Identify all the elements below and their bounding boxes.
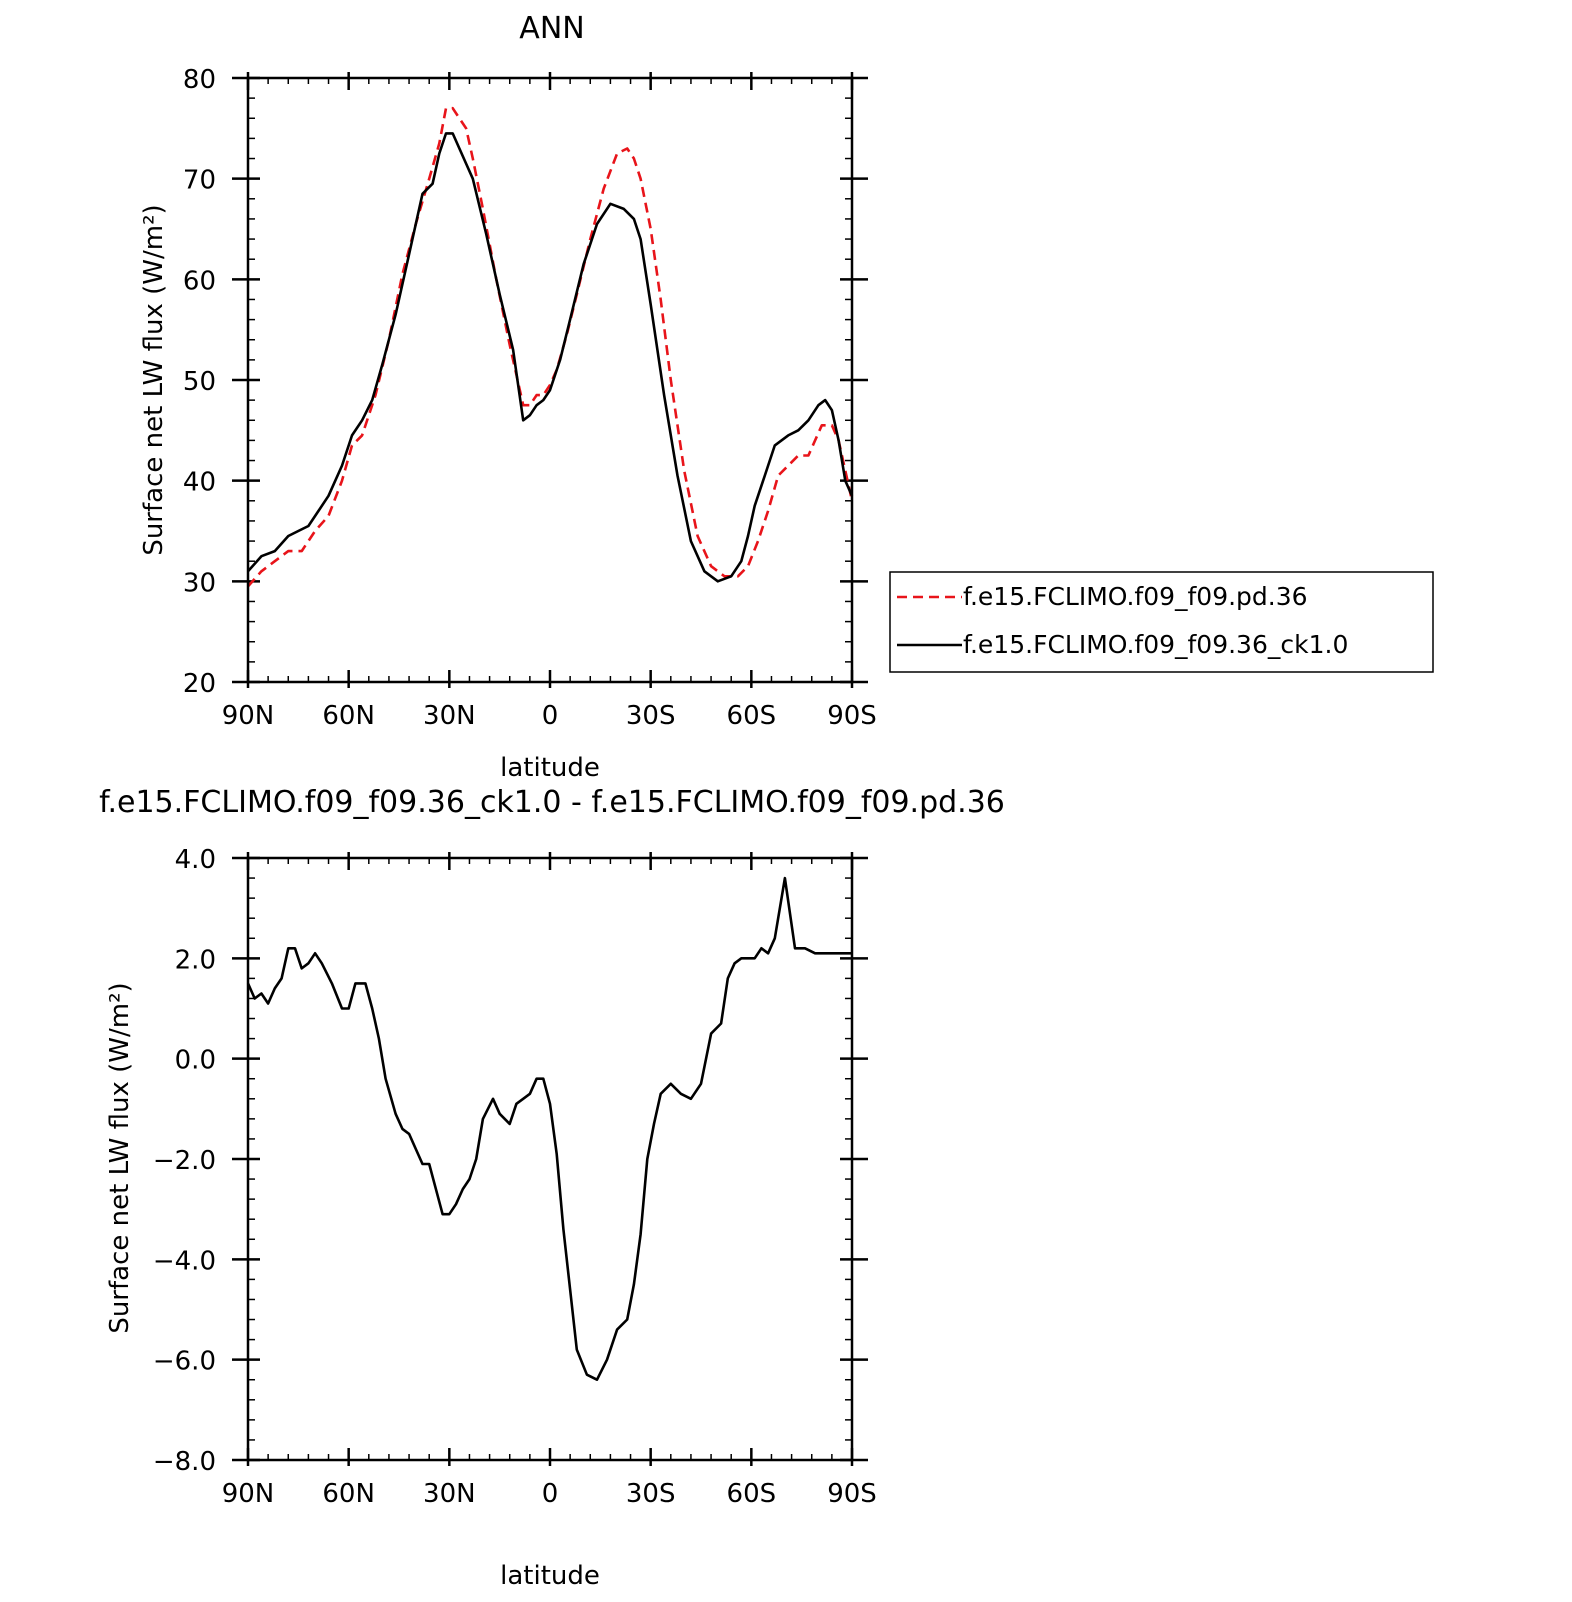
lower-y-tick-label: −2.0 bbox=[153, 1146, 216, 1176]
upper-series-line-1 bbox=[247, 132, 854, 583]
lower-y-tick-label: 4.0 bbox=[175, 845, 216, 875]
legend-label-ck10: f.e15.FCLIMO.f09_f09.36_ck1.0 bbox=[963, 630, 1348, 659]
upper-chart-title: ANN bbox=[519, 11, 584, 46]
lower-x-tick-label: 90S bbox=[827, 1479, 877, 1509]
upper-y-tick-label: 80 bbox=[183, 65, 216, 95]
upper-x-tick-label: 60N bbox=[322, 701, 375, 731]
upper-y-tick-label: 40 bbox=[183, 468, 216, 498]
lower-chart-frame bbox=[246, 856, 854, 1462]
lower-x-tick-label: 60N bbox=[322, 1479, 375, 1509]
upper-x-tick-label: 0 bbox=[542, 701, 559, 731]
lower-x-tick-label: 30N bbox=[423, 1479, 476, 1509]
upper-x-tick-label: 90N bbox=[222, 701, 275, 731]
lower-chart-x-axis-label: latitude bbox=[500, 1561, 600, 1591]
lower-y-tick-label: 2.0 bbox=[175, 945, 216, 975]
lower-y-tick-label: −4.0 bbox=[153, 1246, 216, 1276]
upper-chart-x-tick-labels: 90N 60N 30N 0 30S 60S 90S bbox=[222, 701, 877, 731]
upper-chart-ticks bbox=[232, 72, 868, 688]
lower-chart-title: f.e15.FCLIMO.f09_f09.36_ck1.0 - f.e15.FC… bbox=[99, 785, 1005, 820]
lower-y-tick-label: −8.0 bbox=[153, 1447, 216, 1477]
upper-series-line-0 bbox=[247, 106, 854, 588]
upper-y-tick-label: 50 bbox=[183, 367, 216, 397]
legend-label-pd36: f.e15.FCLIMO.f09_f09.pd.36 bbox=[963, 582, 1308, 611]
lower-x-tick-label: 90N bbox=[222, 1479, 275, 1509]
upper-y-tick-label: 70 bbox=[183, 166, 216, 196]
legend-box bbox=[889, 571, 1434, 673]
upper-y-tick-label: 20 bbox=[183, 669, 216, 699]
upper-chart-frame bbox=[246, 76, 854, 684]
upper-chart: ANN 90N 60N 30N 0 30S 60S 90S 20 30 40 50 60 70 80 l… bbox=[139, 11, 877, 783]
lower-series-line-0 bbox=[246, 876, 852, 1381]
upper-chart-y-tick-labels: 20 30 40 50 60 70 80 bbox=[183, 65, 216, 699]
upper-chart-series bbox=[247, 106, 854, 588]
lower-chart-y-axis-label: Surface net LW flux (W/m²) bbox=[105, 982, 135, 1333]
upper-y-tick-label: 60 bbox=[183, 266, 216, 296]
lower-chart-series bbox=[246, 876, 852, 1381]
legend: f.e15.FCLIMO.f09_f09.pd.36 f.e15.FCLIMO.… bbox=[889, 571, 1434, 673]
lower-x-tick-label: 30S bbox=[626, 1479, 676, 1509]
upper-chart-y-axis-label: Surface net LW flux (W/m²) bbox=[139, 204, 169, 555]
lower-chart-x-tick-labels: 90N 60N 30N 0 30S 60S 90S bbox=[222, 1479, 877, 1509]
lower-chart-y-tick-labels: −8.0 −6.0 −4.0 −2.0 0.0 2.0 4.0 bbox=[153, 845, 216, 1477]
upper-x-tick-label: 30N bbox=[423, 701, 476, 731]
lower-x-tick-label: 0 bbox=[542, 1479, 559, 1509]
lower-x-tick-label: 60S bbox=[727, 1479, 777, 1509]
lower-y-tick-label: −6.0 bbox=[153, 1347, 216, 1377]
upper-chart-x-axis-label: latitude bbox=[500, 753, 600, 783]
upper-x-tick-label: 30S bbox=[626, 701, 676, 731]
lower-chart: f.e15.FCLIMO.f09_f09.36_ck1.0 - f.e15.FC… bbox=[99, 785, 1005, 1591]
upper-x-tick-label: 90S bbox=[827, 701, 877, 731]
upper-x-tick-label: 60S bbox=[727, 701, 777, 731]
lower-y-tick-label: 0.0 bbox=[175, 1046, 216, 1076]
upper-y-tick-label: 30 bbox=[183, 568, 216, 598]
